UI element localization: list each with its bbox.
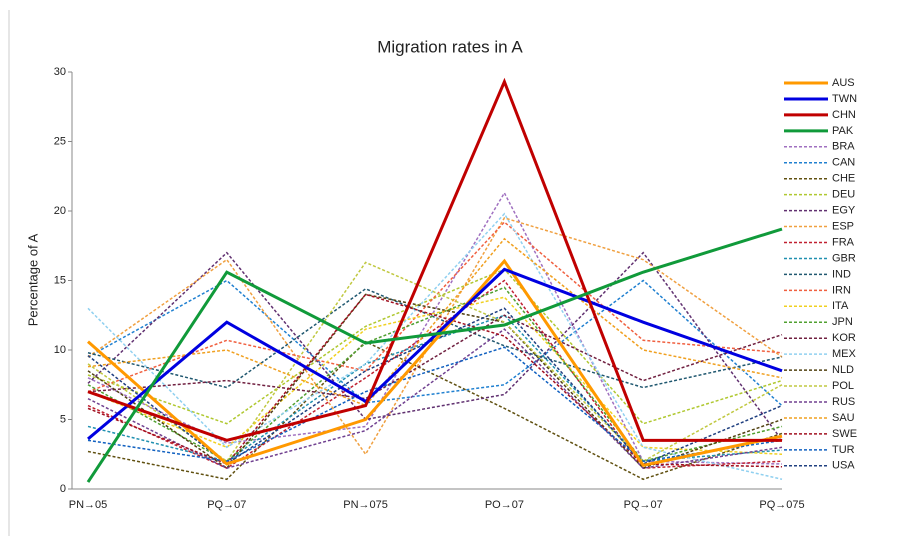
series-line [87, 77, 782, 442]
legend-label: FRA [832, 236, 855, 248]
legend-label: CAN [832, 157, 855, 169]
series-line [87, 340, 783, 481]
series-line [87, 287, 783, 389]
legend-label: MEX [832, 348, 857, 360]
legend-label: IRN [832, 284, 851, 296]
y-axis-label: Percentage of A [25, 233, 40, 326]
series-line [87, 251, 783, 441]
x-tick-label: PN→075 [343, 499, 388, 511]
legend-label: ITA [832, 300, 849, 312]
legend-label: EGY [832, 205, 856, 217]
y-tick-label: 20 [54, 205, 66, 217]
series-line [87, 212, 783, 481]
series-line [86, 227, 783, 483]
y-tick-label: 5 [60, 413, 66, 425]
series-line [87, 221, 783, 393]
legend-label: GBR [832, 252, 856, 264]
series-line [87, 261, 783, 463]
chart-title: Migration rates in A [377, 37, 523, 56]
legend-label: POL [832, 380, 854, 392]
y-tick-label: 0 [60, 483, 66, 495]
legend-label: AUS [832, 77, 855, 89]
legend-label: CHE [832, 173, 855, 185]
series-line [87, 346, 783, 462]
y-tick-label: 30 [54, 66, 66, 78]
legend-label: BRA [832, 141, 855, 153]
x-tick-label: PQ→07 [207, 499, 246, 511]
legend-label: TUR [832, 444, 855, 456]
legend-label: CHN [832, 109, 856, 121]
series-line [87, 191, 783, 465]
y-tick-label: 10 [54, 344, 66, 356]
x-tick-label: PQ→075 [759, 499, 804, 511]
series-line [87, 307, 783, 465]
legend-label: PAK [832, 125, 854, 137]
y-tick-label: 15 [54, 274, 66, 286]
legend-label: TWN [832, 93, 857, 105]
legend-label: JPN [832, 316, 853, 328]
legend-label: KOR [832, 332, 856, 344]
series-line [87, 258, 783, 468]
legend-label: ESP [832, 220, 854, 232]
legend-label: IND [832, 268, 851, 280]
x-tick-label: PQ→07 [624, 499, 663, 511]
series-line [87, 314, 783, 400]
x-tick-label: PN→05 [69, 499, 108, 511]
legend-label: USA [832, 460, 855, 472]
series-line [87, 293, 783, 468]
legend-label: DEU [832, 189, 855, 201]
series-line [87, 279, 783, 407]
legend-label: SAU [832, 412, 855, 424]
x-tick-label: PO→07 [485, 499, 524, 511]
series-line [87, 293, 783, 470]
series-line [87, 268, 783, 425]
series-line [87, 237, 783, 407]
legend-label: NLD [832, 364, 854, 376]
series-line [87, 296, 783, 455]
legend-label: SWE [832, 428, 857, 440]
legend-label: RUS [832, 396, 855, 408]
y-tick-label: 25 [54, 135, 66, 147]
